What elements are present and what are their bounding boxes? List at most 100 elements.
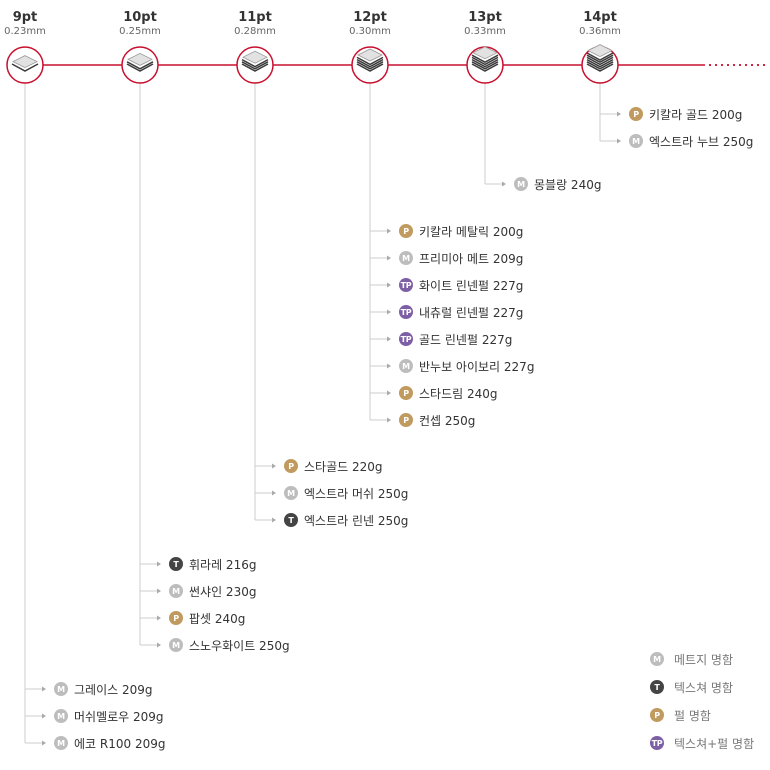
paper-layer-icon bbox=[586, 58, 614, 68]
timeline-dot bbox=[750, 63, 754, 67]
badge-m-icon: M bbox=[399, 359, 413, 373]
paper-layer-icon bbox=[471, 61, 499, 70]
paper-item: P 팝셋 240g bbox=[169, 608, 245, 628]
paper-layer-icon bbox=[471, 56, 499, 66]
badge-m-icon: M bbox=[169, 584, 183, 598]
paper-item: P 키칼라 골드 200g bbox=[629, 104, 742, 124]
arrow-icon bbox=[387, 309, 391, 315]
paper-name: 스타골드 220g bbox=[304, 459, 383, 474]
paper-item: P 키칼라 메탈릭 200g bbox=[399, 221, 523, 241]
paper-layer-icon bbox=[356, 58, 384, 68]
paper-layer-icon bbox=[356, 63, 384, 72]
paper-item: TP 내츄럴 린넨펄 227g bbox=[399, 302, 523, 322]
paper-layer-icon bbox=[241, 58, 269, 68]
badge-p-icon: P bbox=[629, 107, 643, 121]
arrow-icon bbox=[387, 363, 391, 369]
paper-name: 엑스트라 머쉬 250g bbox=[304, 486, 409, 501]
badge-m-icon: M bbox=[399, 251, 413, 265]
badge-p-icon: P bbox=[399, 413, 413, 427]
paper-name: 팝셋 240g bbox=[189, 611, 246, 626]
arrow-icon bbox=[42, 740, 46, 746]
thickness-mm: 0.23mm bbox=[4, 26, 46, 37]
paper-item: T 휘라레 216g bbox=[169, 554, 256, 574]
paper-item: TP 골드 린넨펄 227g bbox=[399, 329, 512, 349]
paper-layer-icon bbox=[586, 56, 614, 66]
badge-m-icon: M bbox=[514, 177, 528, 191]
paper-sheet-icon bbox=[472, 46, 498, 60]
paper-sheet-icon bbox=[357, 48, 383, 62]
arrow-icon bbox=[387, 390, 391, 396]
arrow-icon bbox=[387, 336, 391, 342]
thickness-pt: 14pt bbox=[583, 10, 617, 25]
legend-label: 텍스쳐+펄 명함 bbox=[674, 736, 755, 751]
paper-name: 골드 린넨펄 227g bbox=[419, 332, 513, 347]
paper-name: 반누보 아이보리 227g bbox=[419, 359, 535, 374]
arrow-icon bbox=[272, 517, 276, 523]
thickness-mm: 0.33mm bbox=[464, 26, 506, 37]
arrow-icon bbox=[387, 228, 391, 234]
badge-p-icon: P bbox=[169, 611, 183, 625]
paper-item: M 그레이스 209g bbox=[54, 679, 153, 699]
paper-sheet-icon bbox=[127, 52, 153, 66]
badge-m-icon: M bbox=[629, 134, 643, 148]
paper-name: 화이트 린넨펄 227g bbox=[419, 278, 524, 293]
paper-item: M 반누보 아이보리 227g bbox=[399, 356, 534, 376]
thickness-pt: 13pt bbox=[468, 10, 502, 25]
paper-name: 프리미아 메트 209g bbox=[419, 251, 524, 266]
arrow-icon bbox=[387, 417, 391, 423]
badge-m-icon: M bbox=[54, 682, 68, 696]
timeline-dot bbox=[726, 63, 730, 67]
paper-layer-icon bbox=[586, 63, 614, 72]
badge-p-icon: P bbox=[650, 708, 664, 722]
paper-name: 에코 R100 209g bbox=[74, 736, 166, 751]
legend-item: T 텍스쳐 명함 bbox=[650, 677, 733, 697]
arrow-icon bbox=[617, 138, 621, 144]
timeline-dot bbox=[738, 63, 742, 67]
badge-p-icon: P bbox=[399, 224, 413, 238]
legend-label: 메트지 명함 bbox=[674, 652, 734, 667]
paper-layer-icon bbox=[356, 61, 384, 70]
paper-sheet-icon bbox=[587, 44, 613, 58]
paper-name: 내츄럴 린넨펄 227g bbox=[419, 305, 524, 320]
paper-sheet-icon bbox=[12, 55, 38, 69]
thickness-label: 9pt 0.23mm bbox=[0, 10, 65, 38]
thickness-label: 14pt 0.36mm bbox=[560, 10, 640, 38]
badge-tp-icon: TP bbox=[650, 736, 664, 750]
thickness-label: 10pt 0.25mm bbox=[100, 10, 180, 38]
thickness-mm: 0.28mm bbox=[234, 26, 276, 37]
arrow-icon bbox=[42, 686, 46, 692]
thickness-label: 12pt 0.30mm bbox=[330, 10, 410, 38]
legend-item: P 펄 명함 bbox=[650, 705, 711, 725]
badge-p-icon: P bbox=[284, 459, 298, 473]
thickness-pt: 9pt bbox=[12, 10, 38, 25]
paper-layer-icon bbox=[471, 63, 499, 72]
paper-name: 스노우화이트 250g bbox=[189, 638, 290, 653]
badge-p-icon: P bbox=[399, 386, 413, 400]
paper-item: T 엑스트라 린넨 250g bbox=[284, 510, 408, 530]
paper-name: 컨셉 250g bbox=[419, 413, 476, 428]
paper-layer-icon bbox=[471, 58, 499, 68]
badge-tp-icon: TP bbox=[399, 305, 413, 319]
arrow-icon bbox=[157, 588, 161, 594]
paper-name: 키칼라 골드 200g bbox=[649, 107, 743, 122]
thickness-pt: 12pt bbox=[353, 10, 387, 25]
badge-m-icon: M bbox=[284, 486, 298, 500]
paper-name: 그레이스 209g bbox=[74, 682, 153, 697]
paper-layer-icon bbox=[356, 56, 384, 66]
thickness-pt: 10pt bbox=[123, 10, 157, 25]
arrow-icon bbox=[157, 561, 161, 567]
arrow-icon bbox=[272, 490, 276, 496]
paper-item: M 에코 R100 209g bbox=[54, 733, 165, 753]
thickness-mm: 0.30mm bbox=[349, 26, 391, 37]
arrow-icon bbox=[272, 463, 276, 469]
thickness-label: 13pt 0.33mm bbox=[445, 10, 525, 38]
paper-name: 휘라레 216g bbox=[189, 557, 257, 572]
paper-item: M 머쉬멜로우 209g bbox=[54, 706, 164, 726]
paper-item: P 스타드림 240g bbox=[399, 383, 498, 403]
paper-name: 썬샤인 230g bbox=[189, 584, 257, 599]
timeline-dot bbox=[744, 63, 748, 67]
paper-item: M 스노우화이트 250g bbox=[169, 635, 290, 655]
legend-item: M 메트지 명함 bbox=[650, 649, 733, 669]
